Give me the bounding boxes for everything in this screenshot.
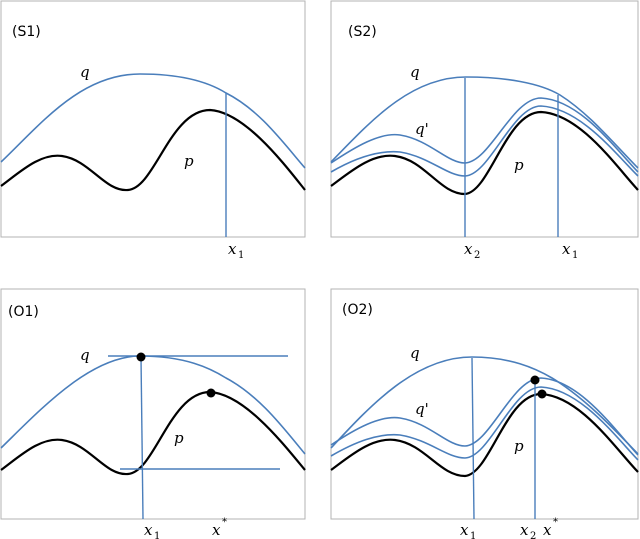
q-prime-label: q' (415, 120, 429, 138)
x1-label: x (228, 240, 237, 258)
q-curve (330, 76, 639, 169)
x2-subscript: 2 (530, 531, 536, 539)
x2-label: x (464, 240, 473, 258)
panel-o1-title: (O1) (8, 304, 39, 320)
x1-subscript: 1 (470, 531, 476, 539)
q-curve (0, 73, 306, 169)
panel-s1-title: (S1) (12, 24, 41, 40)
q-prime-max-point (530, 375, 540, 385)
q-prime-curve (330, 97, 639, 173)
p-curve (0, 390, 306, 476)
xstar-label: x (543, 521, 552, 539)
q-label: q (80, 346, 90, 364)
p-max-point (537, 389, 547, 399)
panel-s2-title: (S2) (348, 24, 377, 40)
panel-o2-title: (O2) (342, 302, 373, 318)
p-curve (0, 108, 306, 192)
x1-subscript: 1 (154, 531, 160, 539)
p-label: p (174, 429, 184, 447)
panel-s1-frame (0, 0, 306, 238)
p-curve (330, 110, 639, 196)
q-prime-inner-curve (330, 386, 639, 461)
panel-o2-frame (330, 288, 639, 520)
q-prime-label: q' (415, 400, 429, 418)
x1-line (140, 356, 144, 520)
panel-o1: (O1) q p x 1 x * (0, 288, 306, 539)
q-curve (330, 356, 639, 455)
p-label: p (184, 152, 194, 170)
panel-s2-frame (330, 0, 639, 238)
xstar-superscript: * (222, 517, 227, 528)
x1-label: x (460, 521, 469, 539)
x1-subscript: 1 (572, 250, 578, 261)
xstar-label: x (212, 521, 221, 539)
p-label: p (514, 156, 524, 174)
panel-s2: (S2) q q' p x 2 x 1 (330, 0, 639, 261)
panel-s1: (S1) q p x 1 (0, 0, 306, 261)
q-prime-inner-curve (330, 105, 639, 177)
q-label: q (410, 63, 420, 81)
p-max-point (206, 388, 216, 398)
x1-label: x (562, 240, 571, 258)
x1-line (471, 357, 475, 520)
q-max-point (136, 352, 146, 362)
p-label: p (514, 437, 524, 455)
panel-o2: (O2) q q' p x 1 x 2 x * (330, 288, 639, 539)
q-label: q (80, 63, 90, 81)
x2-subscript: 2 (474, 250, 480, 261)
q-prime-curve (330, 377, 639, 456)
q-label: q (410, 344, 420, 362)
p-curve (330, 392, 639, 478)
x1-subscript: 1 (238, 250, 244, 261)
q-curve (0, 355, 306, 455)
x1-label: x (144, 521, 153, 539)
panel-o1-frame (0, 288, 306, 520)
x2-label: x (520, 521, 529, 539)
xstar-superscript: * (553, 517, 558, 528)
